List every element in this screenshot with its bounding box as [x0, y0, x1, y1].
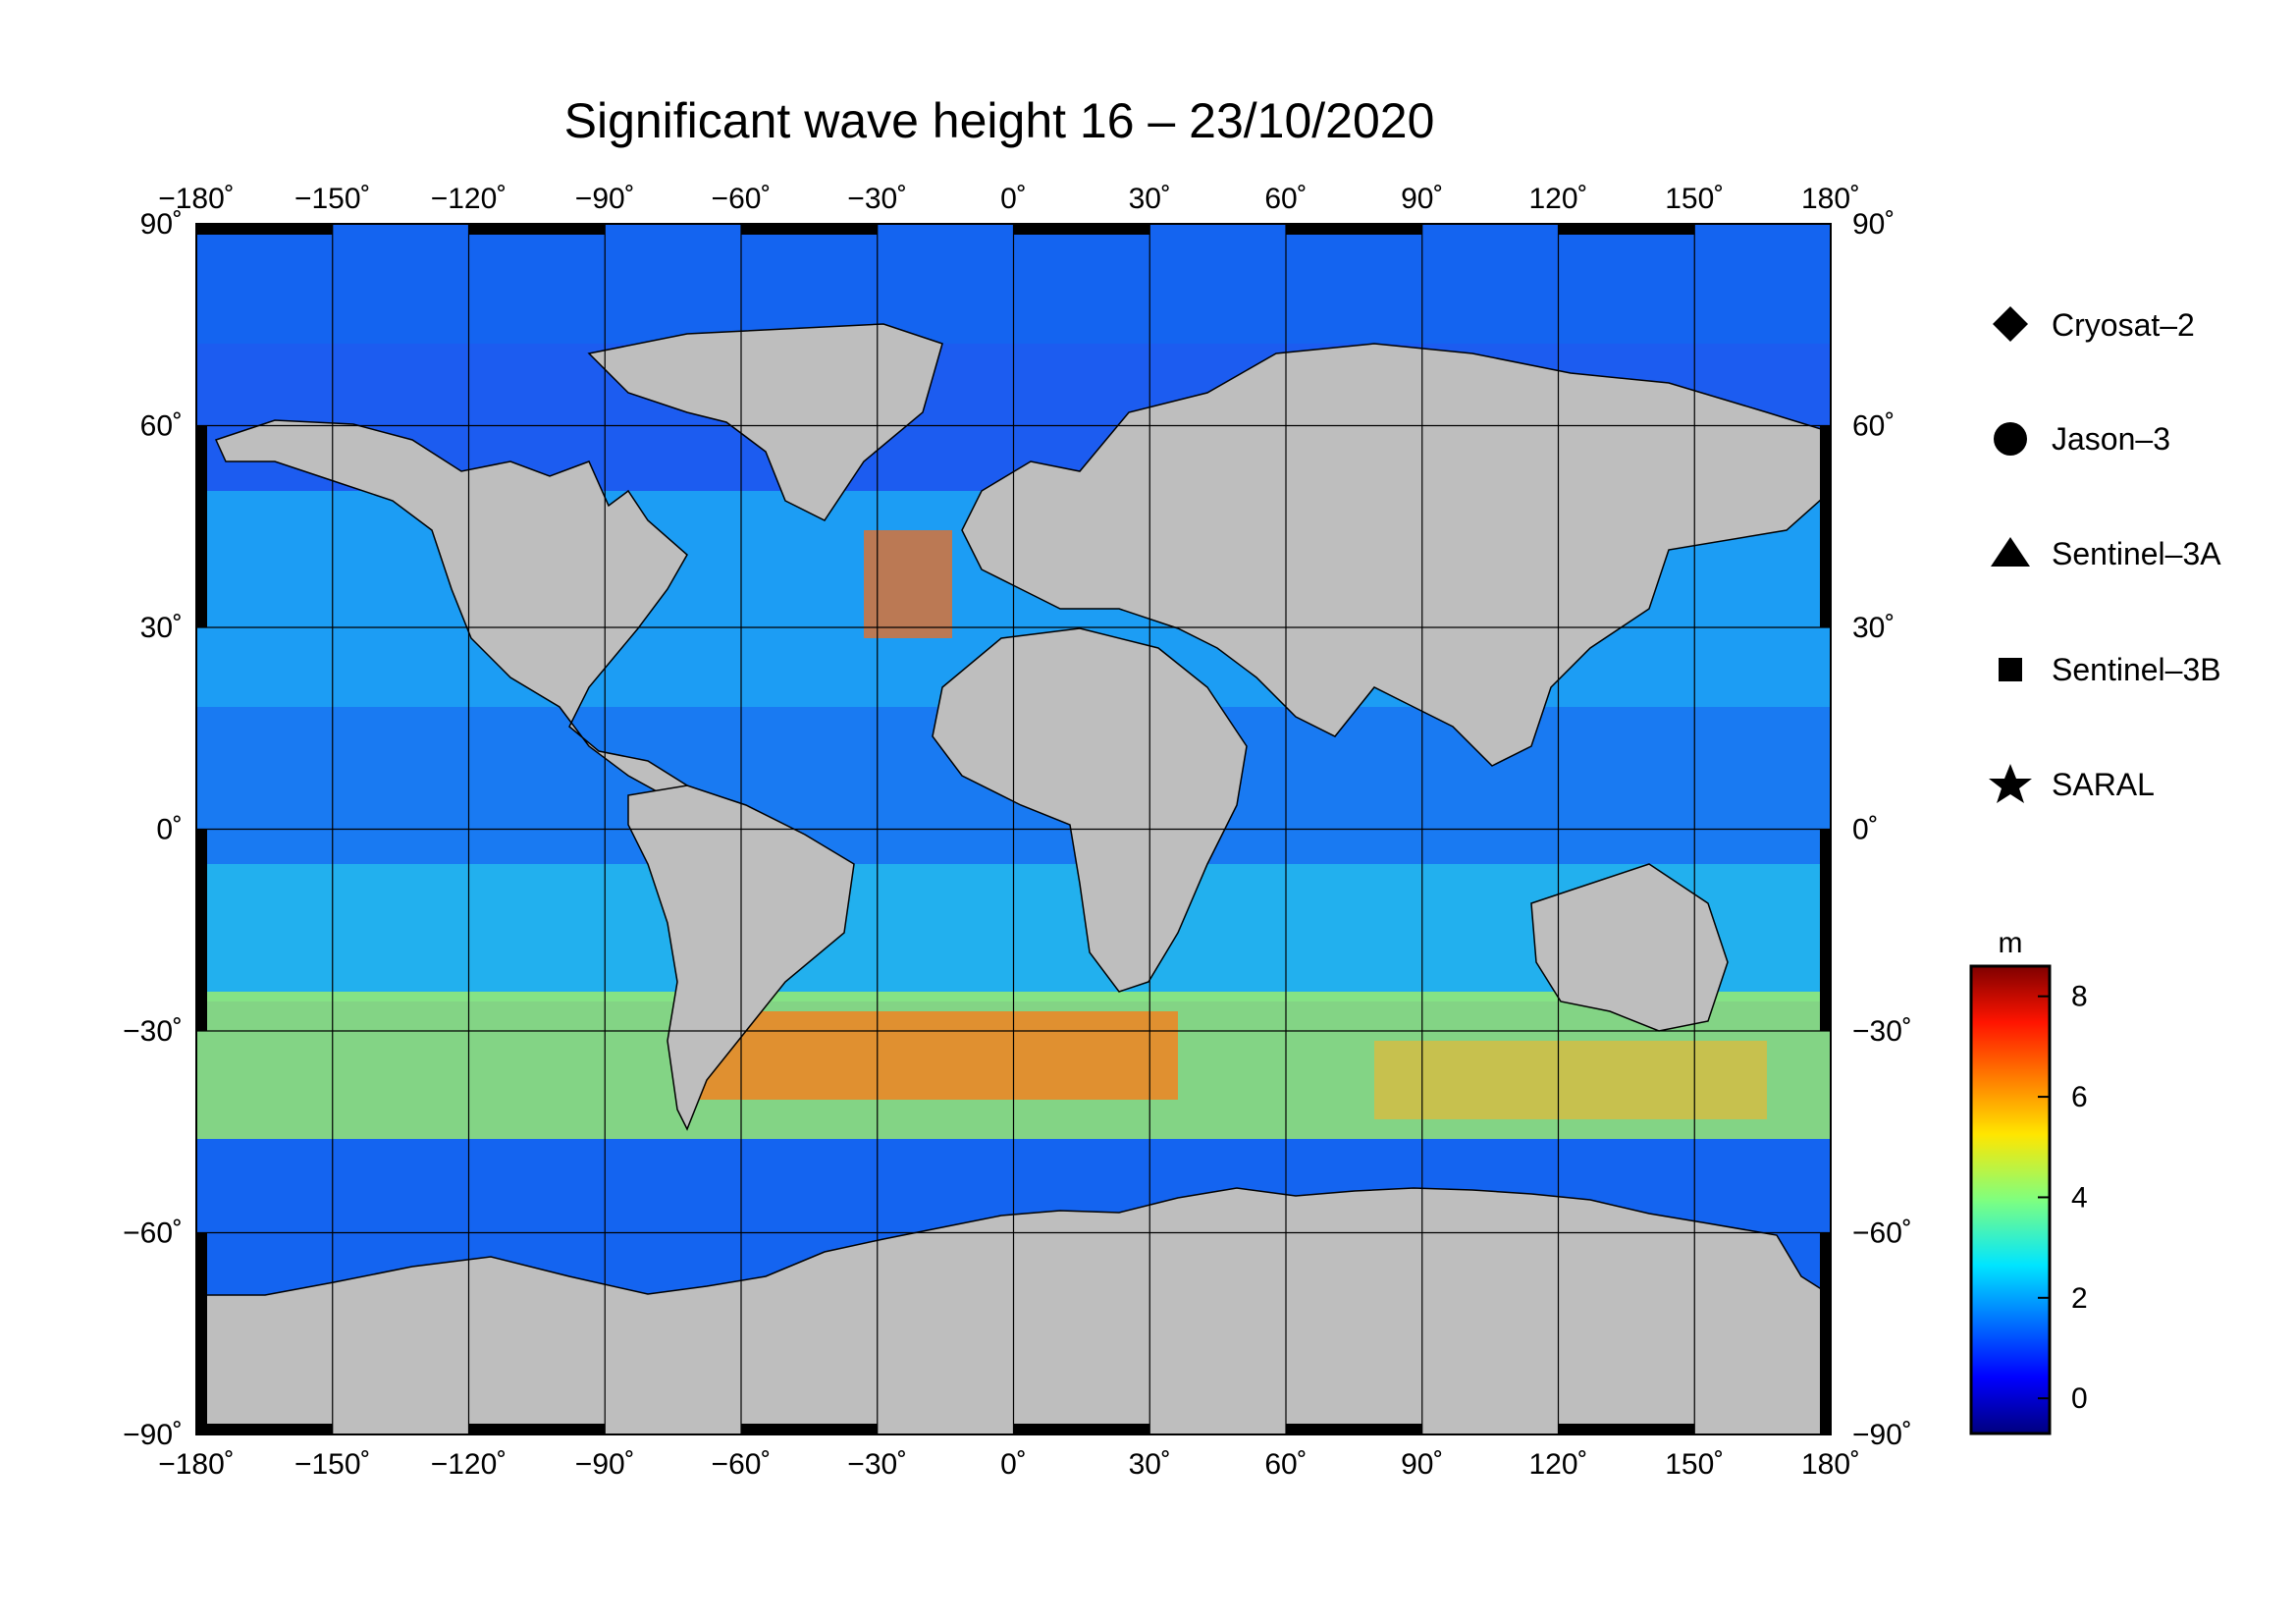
legend: Cryosat–2 Jason–3 Sentinel–3A Sentinel–3…	[1989, 306, 2221, 803]
colorbar-ticks: 0 2 4 6 8	[2038, 981, 2088, 1415]
map-border-bars	[196, 224, 1831, 1434]
lon-tick-label-bottom-9: 90˚	[1401, 1448, 1443, 1481]
colorbar: m 0 2 4 6 8	[1969, 927, 2088, 1435]
lon-tick-labels-bottom: −180˚ −150˚ −120˚ −90˚ −60˚ −30˚ 0˚ 30˚ 60˚ 90˚ 12…	[158, 1448, 1860, 1481]
lon-tick-label-top-3: −90˚	[575, 183, 635, 215]
lat-tick-label-right-4: 30˚	[1852, 612, 1895, 644]
lon-tick-label-bottom-7: 30˚	[1129, 1448, 1171, 1481]
frame-bar-right-4	[1820, 425, 1831, 627]
lon-tick-label-top-5: −30˚	[847, 183, 907, 215]
legend-label-sentinel3a: Sentinel–3A	[2052, 536, 2221, 571]
legend-label-sentinel3b: Sentinel–3B	[2052, 652, 2221, 687]
lon-tick-label-top-1: −150˚	[294, 183, 371, 215]
frame-bar-left-2	[196, 829, 207, 1031]
lon-tick-label-top-2: −120˚	[431, 183, 507, 215]
colorbar-tick-label-2: 4	[2071, 1181, 2088, 1214]
square-icon	[1999, 658, 2022, 681]
lat-tick-label-right-6: 90˚	[1852, 208, 1895, 241]
frame-bar-bottom-0	[196, 1424, 333, 1434]
frame-bar-bottom-2	[468, 1424, 606, 1434]
lon-tick-label-top-6: 0˚	[1000, 183, 1027, 215]
lon-tick-label-top-12: 180˚	[1801, 183, 1860, 215]
lat-tick-label-right-1: −60˚	[1852, 1217, 1912, 1250]
colorbar-unit: m	[1999, 927, 2023, 959]
frame-bar-top-8	[1286, 224, 1422, 235]
chart-title: Significant wave height 16 – 23/10/2020	[564, 93, 1435, 148]
lat-tick-label-right-2: −30˚	[1852, 1015, 1912, 1048]
frame-bar-top-2	[468, 224, 606, 235]
lat-tick-label-left-1: −60˚	[123, 1217, 183, 1250]
legend-label-jason3: Jason–3	[2052, 421, 2170, 457]
lat-tick-label-left-5: 60˚	[140, 410, 183, 443]
lat-tick-label-right-0: −90˚	[1852, 1419, 1912, 1451]
star-icon	[1989, 764, 2032, 803]
band-north-atlantic-high	[864, 530, 952, 638]
triangle-icon	[1991, 537, 2030, 567]
frame-bar-right-2	[1820, 829, 1831, 1031]
lon-tick-label-bottom-2: −120˚	[431, 1448, 507, 1481]
frame-bar-left-0	[196, 1232, 207, 1434]
colorbar-tick-label-0: 0	[2071, 1382, 2088, 1415]
land-australia	[1530, 863, 1729, 1032]
lat-tick-label-right-5: 60˚	[1852, 410, 1895, 443]
lon-tick-label-bottom-6: 0˚	[1000, 1448, 1027, 1481]
world-map	[195, 223, 1832, 1435]
lat-tick-label-left-3: 0˚	[156, 814, 183, 846]
lat-tick-label-left-4: 30˚	[140, 612, 183, 644]
legend-label-saral: SARAL	[2052, 767, 2155, 802]
frame-bar-right-0	[1820, 1232, 1831, 1434]
lat-tick-labels-left: −90˚ −60˚ −30˚ 0˚ 30˚ 60˚ 90˚	[123, 208, 183, 1451]
frame-bar-top-6	[1013, 224, 1150, 235]
lon-tick-label-top-0: −180˚	[158, 183, 235, 215]
lon-tick-label-bottom-0: −180˚	[158, 1448, 235, 1481]
frame-bar-bottom-8	[1286, 1424, 1422, 1434]
lon-tick-label-top-10: 120˚	[1528, 183, 1587, 215]
lon-tick-label-bottom-12: 180˚	[1801, 1448, 1860, 1481]
land-eurasia	[961, 343, 1831, 767]
lon-tick-label-top-7: 30˚	[1129, 183, 1171, 215]
lon-tick-label-top-11: 150˚	[1665, 183, 1724, 215]
land-africa	[932, 627, 1248, 993]
lon-tick-label-bottom-10: 120˚	[1528, 1448, 1587, 1481]
lat-tick-label-left-6: 90˚	[140, 208, 183, 241]
legend-label-cryosat2: Cryosat–2	[2052, 307, 2195, 343]
lat-tick-label-left-0: −90˚	[123, 1419, 183, 1451]
colorbar-tick-label-1: 2	[2071, 1282, 2088, 1315]
land-north-america	[214, 419, 689, 798]
land-greenland	[587, 323, 943, 521]
lat-tick-label-left-2: −30˚	[123, 1015, 183, 1048]
frame-bar-bottom-4	[741, 1424, 878, 1434]
frame-bar-bottom-6	[1013, 1424, 1150, 1434]
colorbar-tick-label-4: 8	[2071, 981, 2088, 1013]
band-southern-ocean-high	[687, 1011, 1178, 1100]
diamond-icon	[1993, 306, 2028, 342]
lon-tick-label-top-8: 60˚	[1264, 183, 1307, 215]
lon-tick-label-bottom-8: 60˚	[1264, 1448, 1307, 1481]
lon-tick-label-bottom-4: −60˚	[712, 1448, 772, 1481]
lon-tick-label-bottom-5: −30˚	[847, 1448, 907, 1481]
band-southern-ocean-high-east	[1374, 1041, 1767, 1119]
colorbar-gradient	[1969, 964, 2052, 1435]
lon-tick-label-bottom-1: −150˚	[294, 1448, 371, 1481]
frame-bar-top-0	[196, 224, 333, 235]
lon-tick-label-top-4: −60˚	[712, 183, 772, 215]
frame-bar-bottom-10	[1558, 1424, 1695, 1434]
colorbar-tick-label-3: 6	[2071, 1081, 2088, 1113]
frame-bar-left-4	[196, 425, 207, 627]
circle-icon	[1994, 422, 2027, 456]
lon-tick-labels-top: −180˚ −150˚ −120˚ −90˚ −60˚ −30˚ 0˚ 30˚ 60˚ 90˚ 12…	[158, 183, 1860, 215]
lon-tick-label-bottom-11: 150˚	[1665, 1448, 1724, 1481]
lat-tick-labels-right: −90˚ −60˚ −30˚ 0˚ 30˚ 60˚ 90˚	[1852, 208, 1912, 1451]
lon-tick-label-bottom-3: −90˚	[575, 1448, 635, 1481]
frame-bar-top-4	[741, 224, 878, 235]
frame-bar-top-10	[1558, 224, 1695, 235]
lat-tick-label-right-3: 0˚	[1852, 814, 1879, 846]
lon-tick-label-top-9: 90˚	[1401, 183, 1443, 215]
